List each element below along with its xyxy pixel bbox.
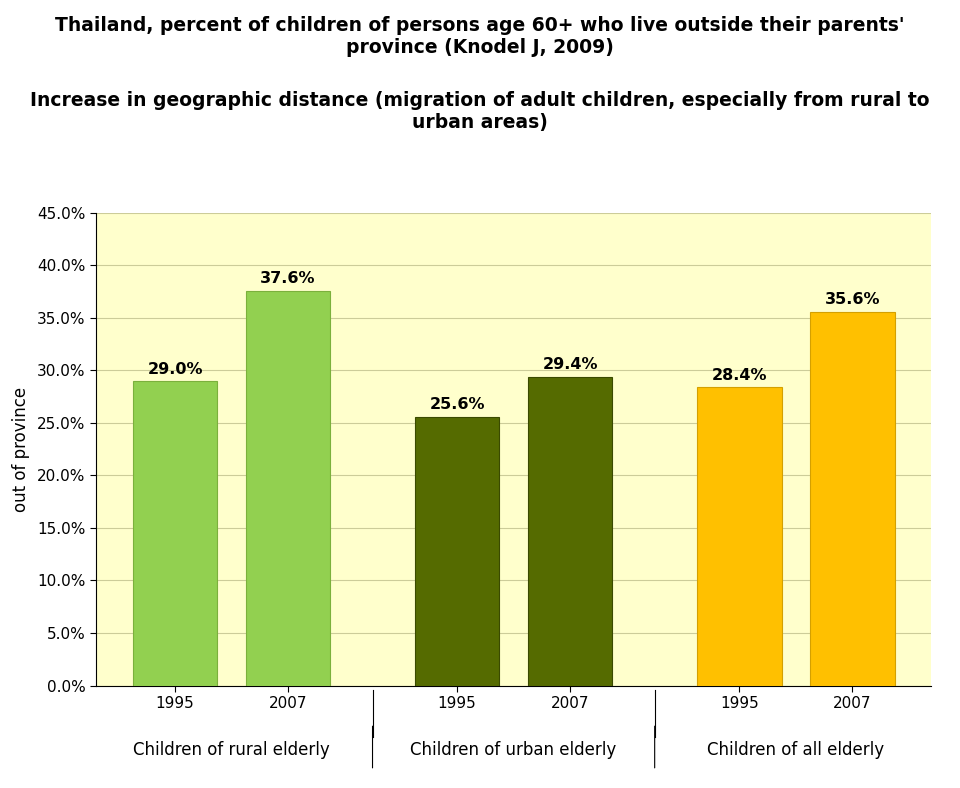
- Text: 37.6%: 37.6%: [260, 271, 316, 286]
- Text: Thailand, percent of children of persons age 60+ who live outside their parents': Thailand, percent of children of persons…: [56, 16, 904, 57]
- Y-axis label: out of province: out of province: [12, 387, 30, 511]
- Text: 29.0%: 29.0%: [147, 362, 203, 377]
- Bar: [697, 387, 781, 686]
- Text: 35.6%: 35.6%: [825, 292, 880, 307]
- Text: Children of rural elderly: Children of rural elderly: [133, 741, 330, 759]
- Bar: [415, 417, 499, 686]
- Text: Children of urban elderly: Children of urban elderly: [411, 741, 616, 759]
- Text: Children of all elderly: Children of all elderly: [708, 741, 884, 759]
- Text: 29.4%: 29.4%: [542, 358, 598, 373]
- Bar: [528, 377, 612, 686]
- Text: Increase in geographic distance (migration of adult children, especially from ru: Increase in geographic distance (migrati…: [31, 91, 929, 132]
- Bar: [132, 381, 217, 686]
- Text: 28.4%: 28.4%: [711, 368, 767, 383]
- Bar: [810, 311, 895, 686]
- Bar: [246, 291, 330, 686]
- Text: 25.6%: 25.6%: [429, 397, 485, 412]
